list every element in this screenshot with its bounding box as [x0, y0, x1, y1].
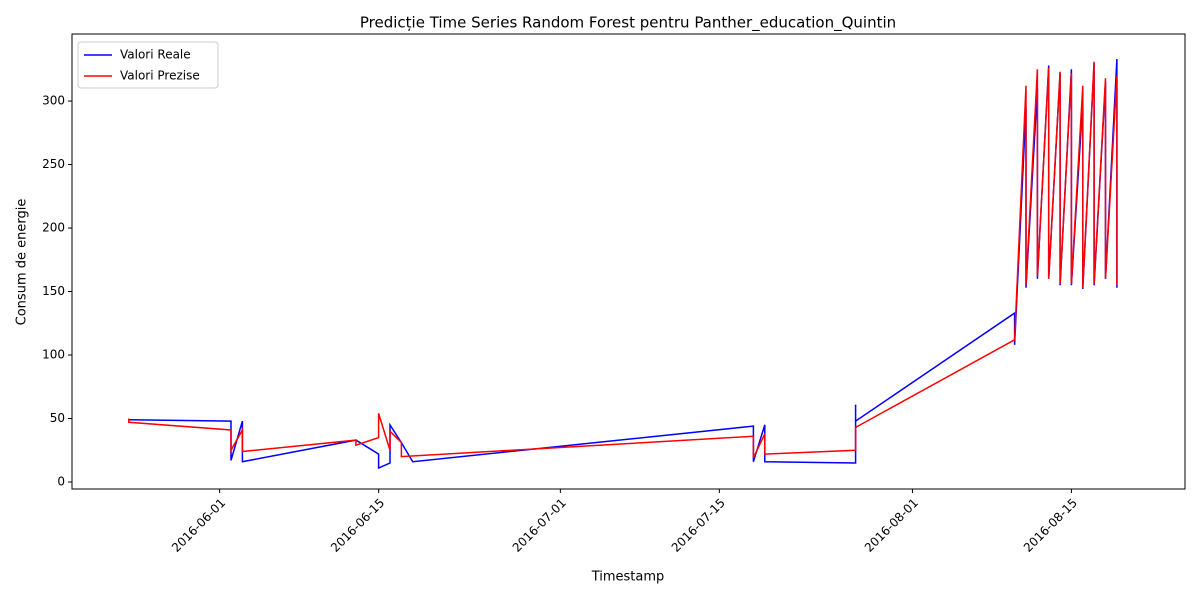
- y-tick-label: 200: [42, 221, 65, 235]
- plot-frame: [71, 33, 1186, 490]
- data-line: [128, 59, 1118, 470]
- chart-title: Predicție Time Series Random Forest pent…: [360, 14, 896, 33]
- x-tick-label: 2016-07-15: [669, 496, 728, 555]
- x-tick-label: 2016-06-15: [328, 496, 387, 555]
- legend-box: [77, 41, 219, 89]
- y-tick-label: 300: [42, 94, 65, 108]
- y-tick-label: 150: [42, 284, 65, 298]
- data-line: [128, 61, 1118, 459]
- y-axis-label: Consum de energie: [15, 199, 30, 326]
- x-axis-label: Timestamp: [591, 570, 665, 585]
- x-tick-label: 2016-07-01: [510, 496, 569, 555]
- y-tick-label: 0: [57, 475, 65, 489]
- y-tick-label: 100: [42, 348, 65, 362]
- legend-label: Valori Prezise: [120, 69, 200, 83]
- x-tick-label: 2016-08-01: [862, 496, 921, 555]
- y-tick-label: 250: [42, 157, 65, 171]
- x-tick-label: 2016-08-15: [1021, 496, 1080, 555]
- legend-label: Valori Reale: [120, 48, 191, 62]
- y-tick-label: 50: [50, 411, 65, 425]
- x-tick-label: 2016-06-01: [169, 496, 228, 555]
